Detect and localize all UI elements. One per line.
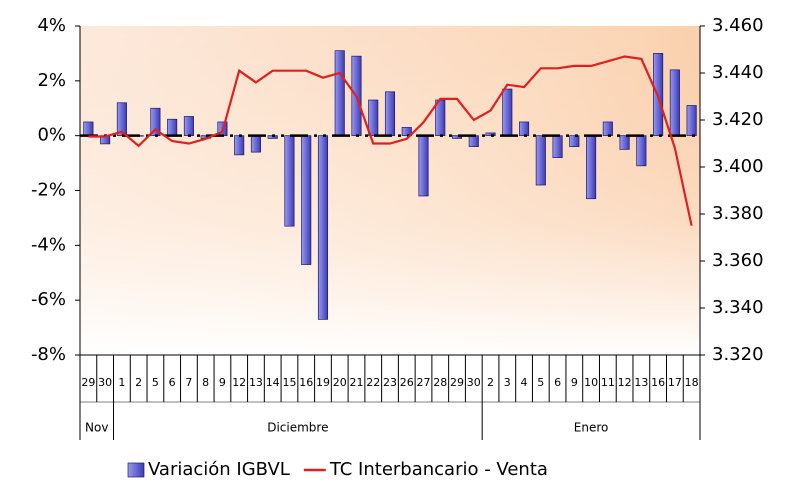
y-tick-label: -6%	[31, 289, 66, 310]
x-tick-label: 13	[249, 376, 263, 389]
y2-tick-label: 3.420	[712, 109, 764, 130]
bar	[519, 121, 530, 137]
x-tick-label: 5	[537, 376, 544, 389]
bar	[502, 88, 513, 137]
group-label: Enero	[574, 421, 609, 435]
y-tick-label: 4%	[37, 15, 66, 36]
x-tick-label: 29	[450, 376, 464, 389]
x-tick-label: 11	[601, 376, 615, 389]
x-tick-label: 30	[98, 376, 112, 389]
x-tick-label: 9	[219, 376, 226, 389]
legend-label: TC Interbancario - Venta	[329, 459, 548, 480]
x-tick-label: 17	[668, 376, 682, 389]
x-tick-label: 28	[433, 376, 447, 389]
x-tick-label: 5	[152, 376, 159, 389]
y-tick-label: 2%	[37, 70, 66, 91]
x-tick-label: 6	[169, 376, 176, 389]
y-tick-label: -2%	[31, 180, 66, 201]
bar	[686, 105, 697, 137]
x-tick-label: 18	[685, 376, 699, 389]
legend-swatch	[127, 462, 145, 478]
y2-tick-label: 3.320	[712, 344, 764, 365]
bar	[535, 135, 546, 186]
bar	[334, 50, 345, 137]
bar	[586, 135, 597, 200]
bar	[418, 135, 429, 197]
x-tick-label: 26	[400, 376, 414, 389]
y2-tick-label: 3.380	[712, 203, 764, 224]
x-tick-label: 4	[521, 376, 528, 389]
x-tick-label: 2	[135, 376, 142, 389]
x-tick-label: 22	[366, 376, 380, 389]
x-tick-label: 30	[467, 376, 481, 389]
bar	[636, 135, 647, 167]
y-tick-label: 0%	[37, 125, 66, 146]
bar	[602, 121, 613, 137]
x-tick-label: 29	[81, 376, 95, 389]
bar	[401, 127, 412, 137]
y2-tick-label: 3.340	[712, 297, 764, 318]
group-label: Diciembre	[267, 421, 328, 435]
x-tick-label: 21	[349, 376, 363, 389]
bar	[317, 135, 329, 320]
x-tick-label: 6	[554, 376, 561, 389]
x-tick-label: 2	[487, 376, 494, 389]
x-tick-label: 16	[651, 376, 665, 389]
y2-tick-label: 3.400	[712, 156, 764, 177]
x-tick-label: 15	[282, 376, 296, 389]
y2-tick-label: 3.460	[712, 15, 764, 36]
bar	[301, 135, 312, 265]
x-tick-label: 19	[316, 376, 330, 389]
bar	[83, 121, 94, 137]
legend-label: Variación IGBVL	[148, 459, 290, 480]
legend: Variación IGBVL TC Interbancario - Venta	[127, 459, 548, 480]
bar	[669, 69, 680, 137]
bar	[485, 132, 496, 137]
x-tick-label: 10	[584, 376, 598, 389]
bar	[619, 135, 630, 150]
y2-tick-label: 3.360	[712, 250, 764, 271]
y-tick-label: -4%	[31, 234, 66, 255]
bar	[167, 118, 178, 137]
group-label: Nov	[85, 421, 108, 435]
x-tick-label: 3	[504, 376, 511, 389]
x-tick-label: 16	[299, 376, 313, 389]
bar	[384, 91, 396, 137]
bar	[284, 135, 295, 227]
x-tick-label: 12	[232, 376, 246, 389]
x-tick-label: 14	[266, 376, 280, 389]
bar	[250, 135, 261, 153]
bar	[552, 135, 563, 158]
x-tick-label: 13	[634, 376, 648, 389]
y-tick-label: -8%	[31, 344, 66, 365]
plot-fade	[80, 26, 700, 355]
bar	[368, 99, 379, 137]
bar	[183, 116, 194, 137]
x-tick-label: 1	[118, 376, 125, 389]
bar	[468, 135, 479, 147]
y2-tick-label: 3.440	[712, 62, 764, 83]
line-series	[88, 55, 693, 226]
x-tick-label: 27	[417, 376, 431, 389]
x-tick-label: 12	[618, 376, 632, 389]
bar	[116, 102, 127, 137]
bar	[451, 135, 463, 139]
x-tick-label: 7	[185, 376, 192, 389]
x-tick-label: 9	[571, 376, 578, 389]
x-tick-label: 20	[333, 376, 347, 389]
bar	[234, 135, 245, 156]
x-tick-label: 23	[383, 376, 397, 389]
x-tick-label: 8	[202, 376, 209, 389]
bar	[569, 135, 580, 147]
